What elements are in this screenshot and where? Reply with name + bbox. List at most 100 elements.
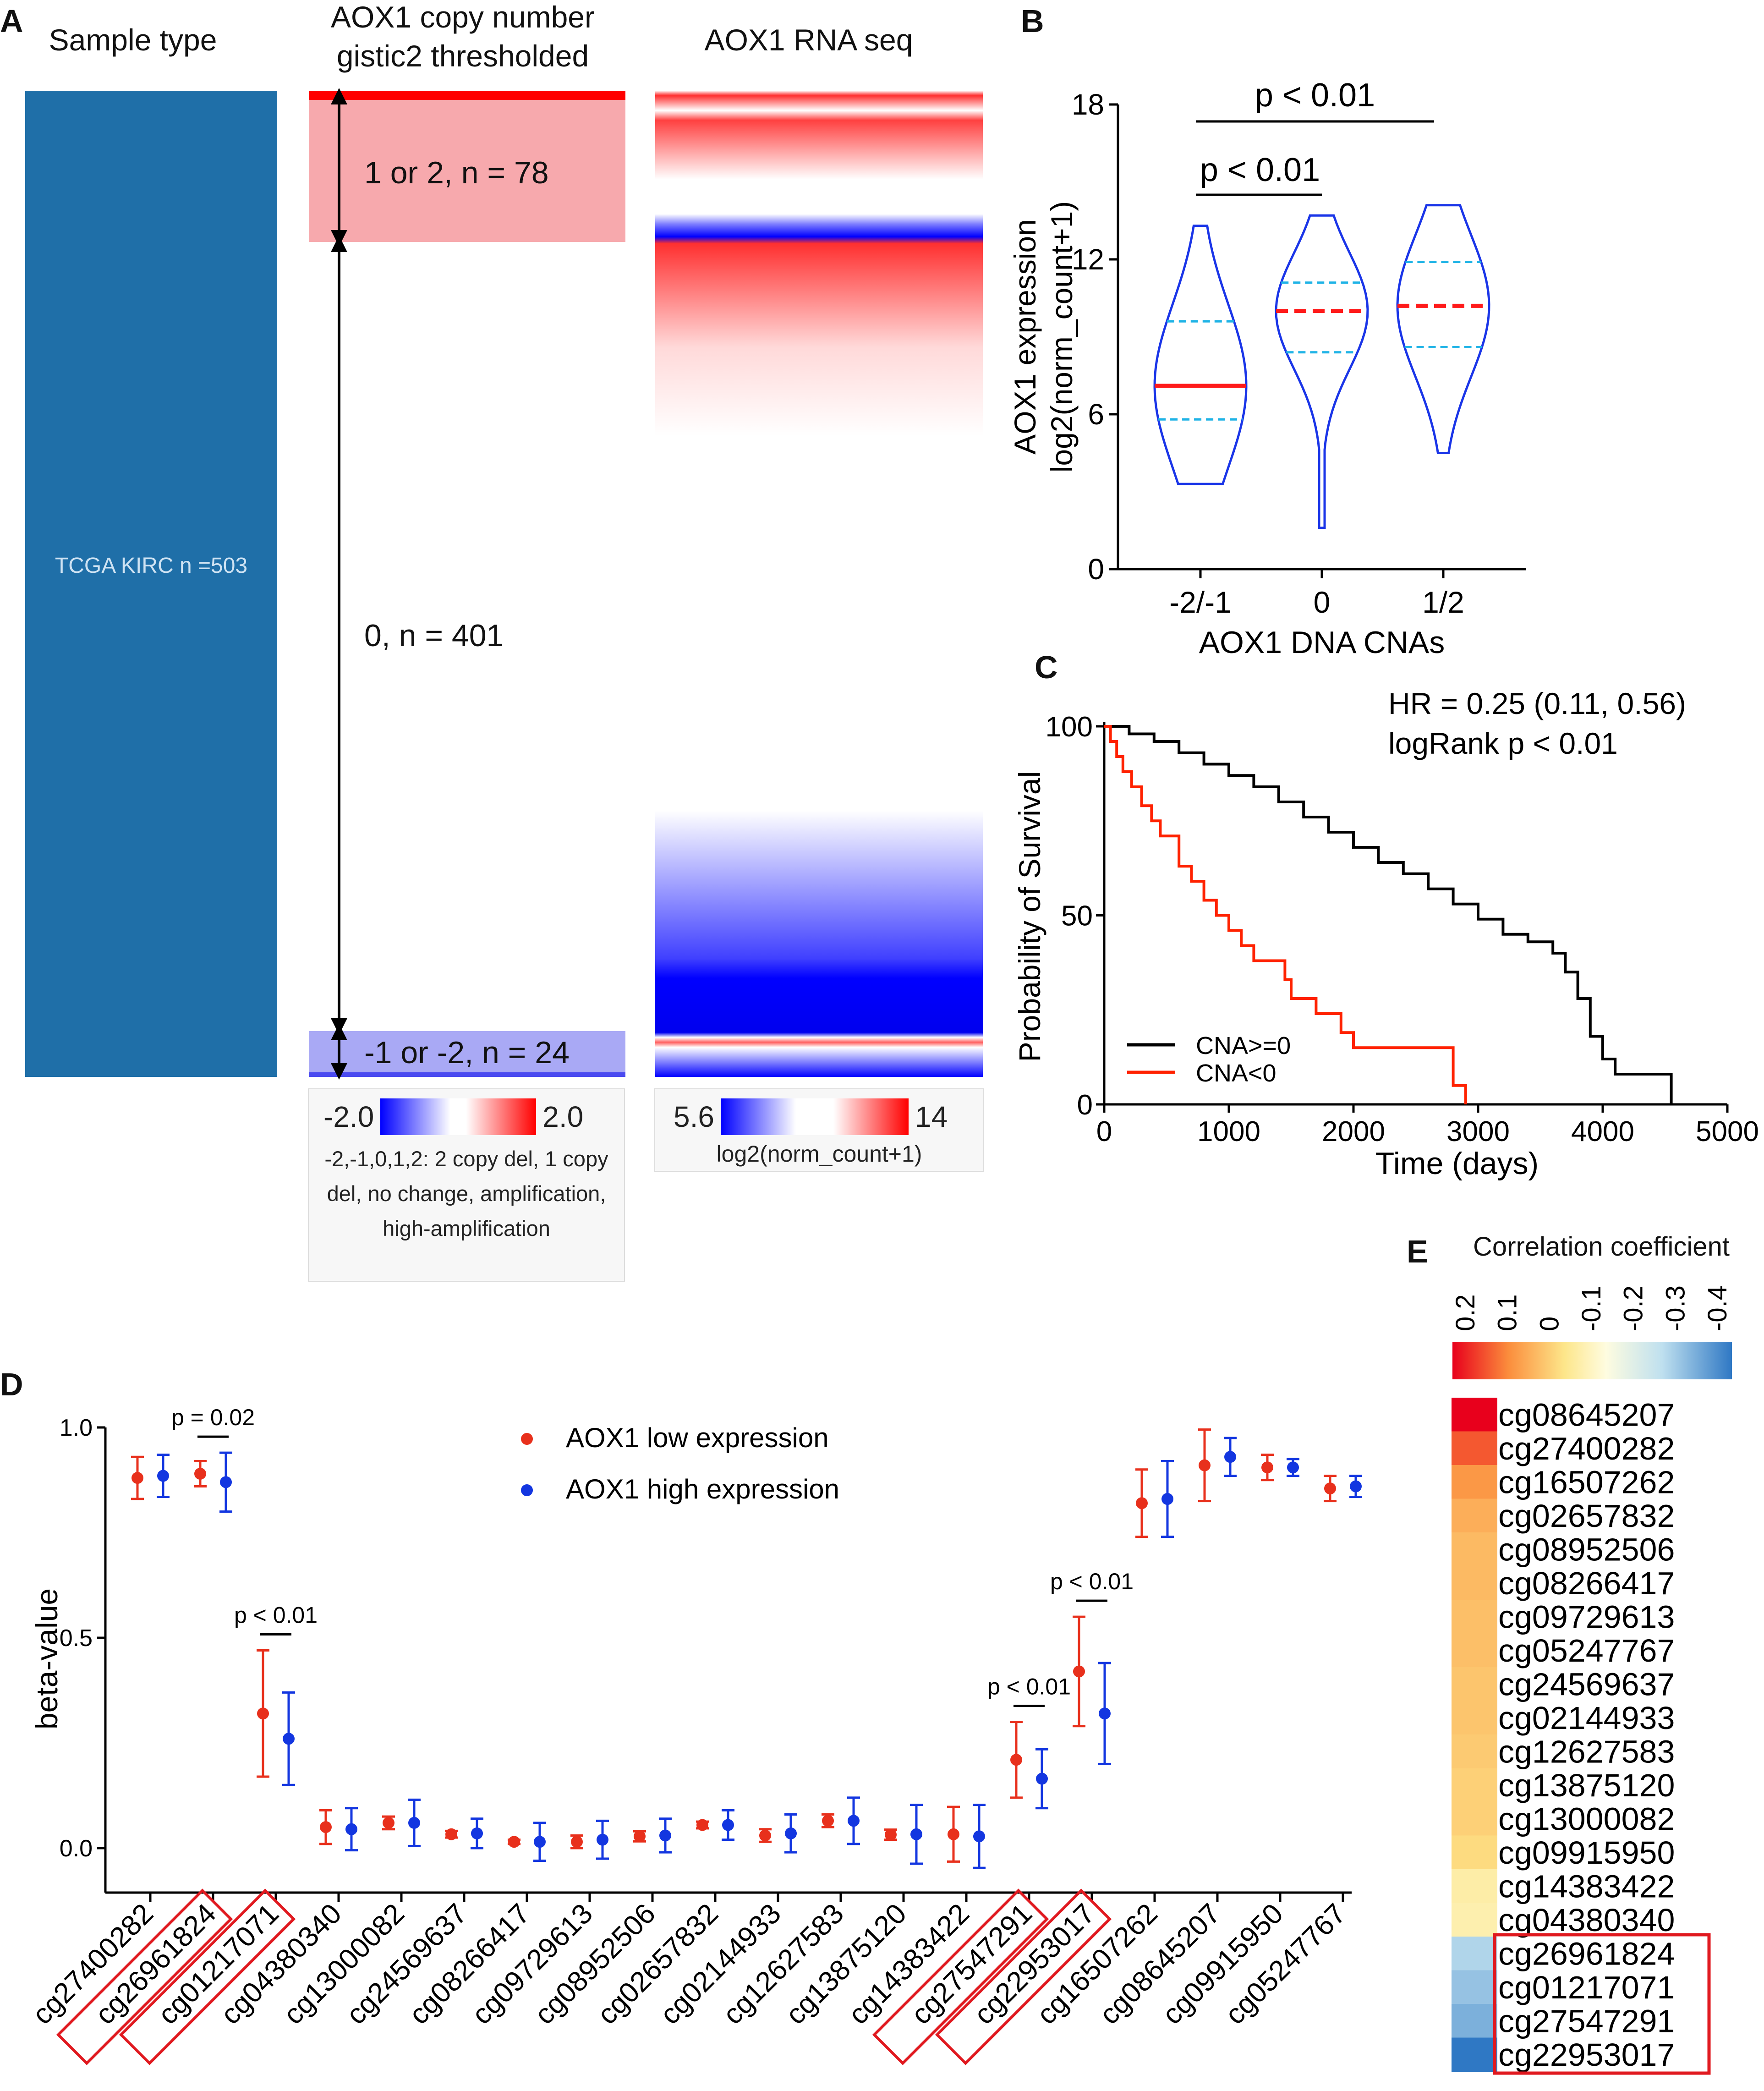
- point-low-cg14383422: [948, 1828, 959, 1840]
- heatmap-cell-cg22953017: [1452, 2037, 1497, 2072]
- heatmap-row-label-cg13875120: cg13875120: [1498, 1767, 1675, 1803]
- x-tick-label: 2000: [1322, 1116, 1385, 1147]
- comparison-label-2: p < 0.01: [1255, 77, 1375, 114]
- heatmap-row-label-cg22953017: cg22953017: [1498, 2037, 1675, 2073]
- group-del-label: -1 or -2, n = 24: [364, 1035, 570, 1070]
- heatmap-cell-cg09915950: [1452, 1835, 1497, 1870]
- point-high-cg02144933: [785, 1827, 797, 1839]
- point-high-cg27400282: [157, 1470, 169, 1482]
- heatmap-row-label-cg02657832: cg02657832: [1498, 1498, 1675, 1534]
- panel-label-e: E: [1407, 1234, 1428, 1269]
- comparison-label-1: p < 0.01: [1200, 152, 1320, 188]
- point-high-cg26961824: [220, 1476, 232, 1488]
- heatmap-cell-cg01217071: [1452, 1970, 1497, 2004]
- panel-label-d: D: [0, 1367, 23, 1402]
- survival-curve-0: [1104, 725, 1673, 1104]
- group-amp-label: 1 or 2, n = 78: [364, 155, 549, 190]
- point-high-cg08645207: [1224, 1451, 1236, 1463]
- heatmap-cell-cg16507262: [1452, 1465, 1497, 1499]
- cn-legend-note: -2,-1,0,1,2: 2 copy del, 1 copy del, no …: [324, 1147, 608, 1240]
- y-axis-label-2: log2(norm_count+1): [1045, 201, 1079, 473]
- point-high-cg27547291: [1036, 1773, 1048, 1785]
- cn-colorbar: [380, 1098, 537, 1135]
- heatmap-cell-cg24569637: [1452, 1667, 1497, 1701]
- colorbar-tick-label: -0.4: [1703, 1285, 1732, 1331]
- highlight-box-cg27547291: [872, 1888, 1049, 2065]
- point-high-cg16507262: [1161, 1493, 1173, 1505]
- heatmap-cell-cg02144933: [1452, 1701, 1497, 1735]
- heatmap-cell-cg27400282: [1452, 1431, 1497, 1465]
- point-low-cg27547291: [1010, 1754, 1022, 1766]
- col-copy-number-title-2: gistic2 thresholded: [337, 39, 589, 73]
- rna-colorbar: [720, 1098, 909, 1135]
- point-high-cg01217071: [283, 1733, 295, 1745]
- heatmap-row-label-cg09915950: cg09915950: [1498, 1835, 1675, 1871]
- heatmap-cell-cg02657832: [1452, 1498, 1497, 1533]
- heatmap-cell-cg13875120: [1452, 1768, 1497, 1802]
- y-tick-label: 50: [1061, 900, 1093, 932]
- point-low-cg12627583: [822, 1815, 834, 1827]
- point-high-cg02657832: [722, 1819, 734, 1831]
- y-tick-label: 6: [1088, 398, 1104, 431]
- point-high-cg05247767: [1350, 1480, 1362, 1493]
- point-low-cg08266417: [508, 1836, 520, 1848]
- point-low-cg13000082: [383, 1817, 394, 1829]
- heatmap-cell-cg04380340: [1452, 1903, 1497, 1937]
- point-high-cg04380340: [345, 1823, 357, 1835]
- point-low-cg01217071: [257, 1707, 269, 1720]
- heatmap-row-label-cg08266417: cg08266417: [1498, 1565, 1675, 1601]
- heatmap-row-label-cg02144933: cg02144933: [1498, 1700, 1675, 1736]
- legend-marker-low: [521, 1433, 533, 1445]
- heatmap-cell-cg26961824: [1452, 1937, 1497, 1971]
- heatmap-row-label-cg27547291: cg27547291: [1498, 2003, 1675, 2039]
- x-tick-label: 5000: [1696, 1116, 1759, 1147]
- point-high-cg22953017: [1099, 1707, 1111, 1720]
- point-high-cg13875120: [910, 1828, 922, 1840]
- y-axis-label: beta-value: [30, 1588, 64, 1729]
- y-tick-label: 0.0: [60, 1835, 93, 1862]
- y-tick-label: 100: [1046, 711, 1093, 743]
- point-high-cg13000082: [408, 1817, 420, 1829]
- colorbar-tick-label: -0.1: [1577, 1285, 1606, 1331]
- rna-scale-max: 14: [915, 1100, 948, 1133]
- copy-number-column: [309, 91, 625, 1077]
- colorbar-tick-label: 0: [1534, 1317, 1564, 1331]
- significance-label: p < 0.01: [234, 1603, 318, 1628]
- survival-curve-1: [1104, 725, 1467, 1104]
- col-copy-number-title-1: AOX1 copy number: [331, 0, 595, 34]
- colorbar-tick-label: -0.3: [1660, 1285, 1690, 1331]
- legend-marker-high: [521, 1484, 533, 1496]
- x-axis-label: Time (days): [1375, 1146, 1539, 1181]
- y-axis-label-1: AOX1 expression: [1008, 219, 1042, 455]
- copy-number-del-edge: [309, 1072, 625, 1077]
- y-tick-label: 0.5: [60, 1625, 93, 1652]
- highlight-box-cg22953017: [935, 1888, 1112, 2065]
- copy-number-del-region: [309, 1031, 625, 1077]
- point-low-cg09915950: [1261, 1461, 1273, 1474]
- point-low-cg04380340: [320, 1821, 332, 1833]
- point-low-cg13875120: [885, 1828, 897, 1841]
- y-tick-label: 0: [1088, 553, 1104, 586]
- point-high-cg14383422: [973, 1830, 985, 1843]
- point-low-cg02144933: [759, 1829, 771, 1842]
- copy-number-legend: -2.0 2.0 -2,-1,0,1,2: 2 copy del, 1 copy…: [308, 1088, 625, 1282]
- heatmap-cell-cg09729613: [1452, 1600, 1497, 1634]
- panel-label-c: C: [1035, 649, 1058, 685]
- x-tick-label: 4000: [1571, 1116, 1634, 1147]
- point-low-cg08952506: [634, 1830, 646, 1843]
- heatmap-cell-cg08266417: [1452, 1566, 1497, 1600]
- point-low-cg27400282: [131, 1472, 143, 1484]
- col-sample-type-title: Sample type: [49, 23, 217, 57]
- violin-0: [1275, 214, 1369, 529]
- point-low-cg08645207: [1199, 1459, 1211, 1471]
- violin--2/-1: [1153, 225, 1248, 485]
- legend-label-1: CNA<0: [1196, 1059, 1276, 1087]
- x-tick-label: 3000: [1446, 1116, 1510, 1147]
- heatmap-row-label-cg14383422: cg14383422: [1498, 1869, 1675, 1904]
- heatmap-cell-cg05247767: [1452, 1633, 1497, 1668]
- y-tick-label: 12: [1072, 243, 1104, 276]
- point-high-cg09915950: [1287, 1461, 1299, 1474]
- x-tick-label: 0: [1314, 585, 1331, 619]
- significance-label: p < 0.01: [987, 1674, 1071, 1700]
